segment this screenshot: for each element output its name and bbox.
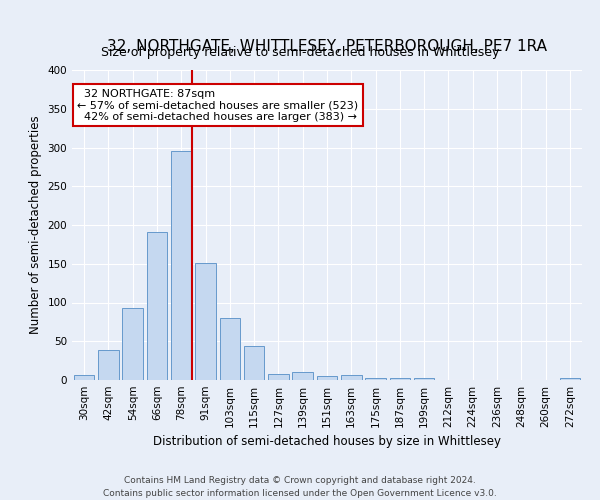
Bar [195,263,216,380]
Bar [389,378,410,380]
Bar [244,346,265,380]
Bar [220,318,240,380]
Bar [414,378,434,380]
Bar [146,232,167,380]
Bar [268,374,289,380]
X-axis label: Distribution of semi-detached houses by size in Whittlesey: Distribution of semi-detached houses by … [153,436,501,448]
Bar [560,378,580,380]
Bar [98,350,119,380]
Bar [122,308,143,380]
Y-axis label: Number of semi-detached properties: Number of semi-detached properties [29,116,42,334]
Bar [171,152,191,380]
Text: Contains HM Land Registry data © Crown copyright and database right 2024.
Contai: Contains HM Land Registry data © Crown c… [103,476,497,498]
Text: Size of property relative to semi-detached houses in Whittlesey: Size of property relative to semi-detach… [101,46,499,59]
Bar [292,372,313,380]
Bar [365,378,386,380]
Bar [341,376,362,380]
Text: 32 NORTHGATE: 87sqm
← 57% of semi-detached houses are smaller (523)
  42% of sem: 32 NORTHGATE: 87sqm ← 57% of semi-detach… [77,88,358,122]
Bar [74,374,94,380]
Title: 32, NORTHGATE, WHITTLESEY, PETERBOROUGH, PE7 1RA: 32, NORTHGATE, WHITTLESEY, PETERBOROUGH,… [107,38,547,54]
Bar [317,376,337,380]
